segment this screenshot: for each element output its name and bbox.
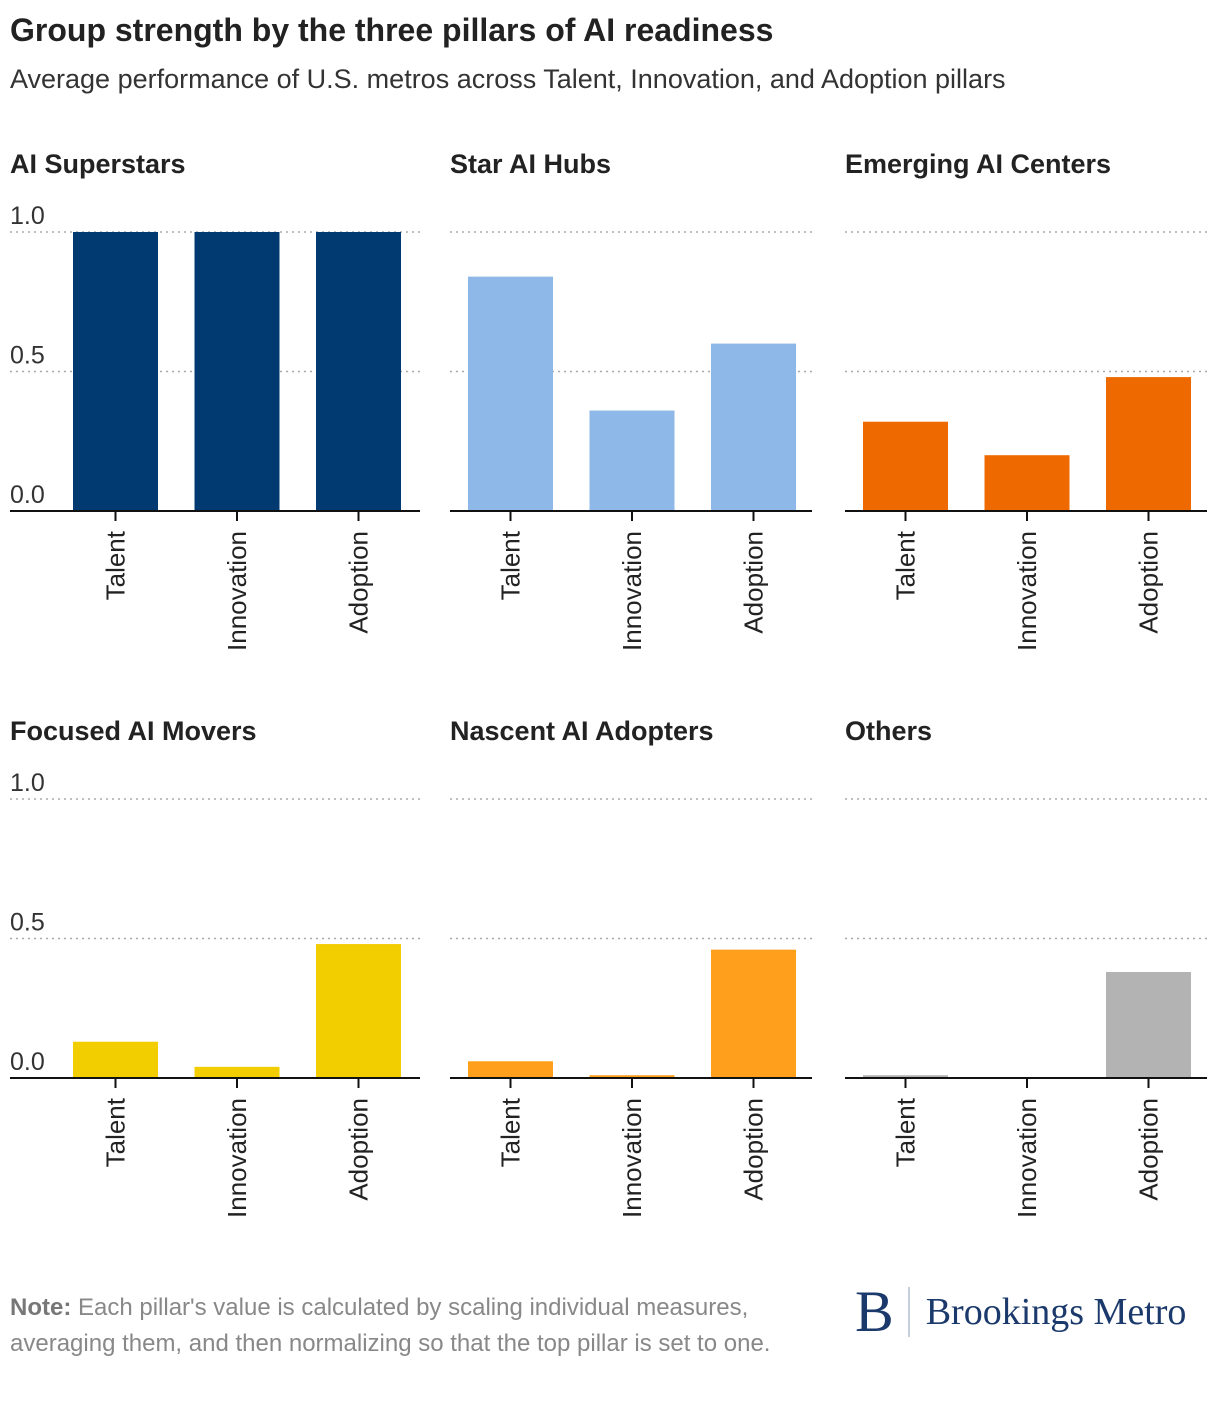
x-tick-label: Talent [101,1097,131,1167]
x-tick-label: Adoption [1134,531,1164,634]
x-tick-label: Adoption [739,1098,769,1201]
x-tick-label: Innovation [1012,1098,1042,1218]
bar-innovation [589,410,675,511]
bar-talent [863,1075,948,1078]
x-tick-label: Innovation [222,1098,252,1218]
panel-title: AI Superstars [10,149,186,179]
x-tick-label: Adoption [344,1098,374,1201]
brookings-metro-logo: B Brookings Metro [855,1279,1187,1344]
x-tick-label: Talent [496,530,526,600]
bar-talent [468,276,553,511]
panel-title: Others [845,716,932,746]
bar-adoption [316,232,401,511]
bar-adoption [711,949,796,1078]
bar-talent [73,1041,158,1078]
logo-divider [907,1287,910,1337]
note-text: Each pillar's value is calculated by sca… [10,1294,771,1357]
x-tick-label: Talent [101,530,131,600]
y-tick-label: 0.0 [10,1048,45,1076]
bar-talent [73,232,158,511]
bar-innovation [984,455,1070,511]
logo-text: Brookings Metro [925,1291,1187,1333]
y-tick-label: 1.0 [10,769,45,797]
chart-subtitle: Average performance of U.S. metros acros… [10,64,1006,94]
chart-title: Group strength by the three pillars of A… [10,12,774,48]
x-tick-label: Adoption [739,531,769,634]
x-tick-label: Adoption [1134,1098,1164,1201]
y-tick-label: 0.5 [10,342,45,370]
y-tick-label: 1.0 [10,202,45,230]
panel-title: Nascent AI Adopters [450,716,714,746]
bar-adoption [1106,971,1191,1078]
bar-talent [863,421,948,511]
panel-title: Focused AI Movers [10,716,257,746]
x-tick-label: Innovation [617,1098,647,1218]
panel-title: Emerging AI Centers [845,149,1111,179]
bar-adoption [1106,377,1191,511]
x-tick-label: Talent [891,1097,921,1167]
footnote: Note: Each pillar's value is calculated … [10,1290,790,1362]
bar-innovation [194,232,280,511]
bar-adoption [316,944,401,1078]
x-tick-label: Innovation [222,531,252,651]
y-tick-label: 0.0 [10,481,45,509]
x-tick-label: Talent [891,530,921,600]
bar-adoption [711,343,796,511]
panel-title: Star AI Hubs [450,149,611,179]
logo-mark: B [855,1279,894,1344]
x-tick-label: Adoption [344,531,374,634]
note-label: Note: [10,1294,72,1321]
x-tick-label: Talent [496,1097,526,1167]
bar-innovation [589,1075,675,1078]
bar-talent [468,1061,553,1078]
bar-innovation [194,1066,280,1078]
x-tick-label: Innovation [617,531,647,651]
x-tick-label: Innovation [1012,531,1042,651]
y-tick-label: 0.5 [10,909,45,937]
